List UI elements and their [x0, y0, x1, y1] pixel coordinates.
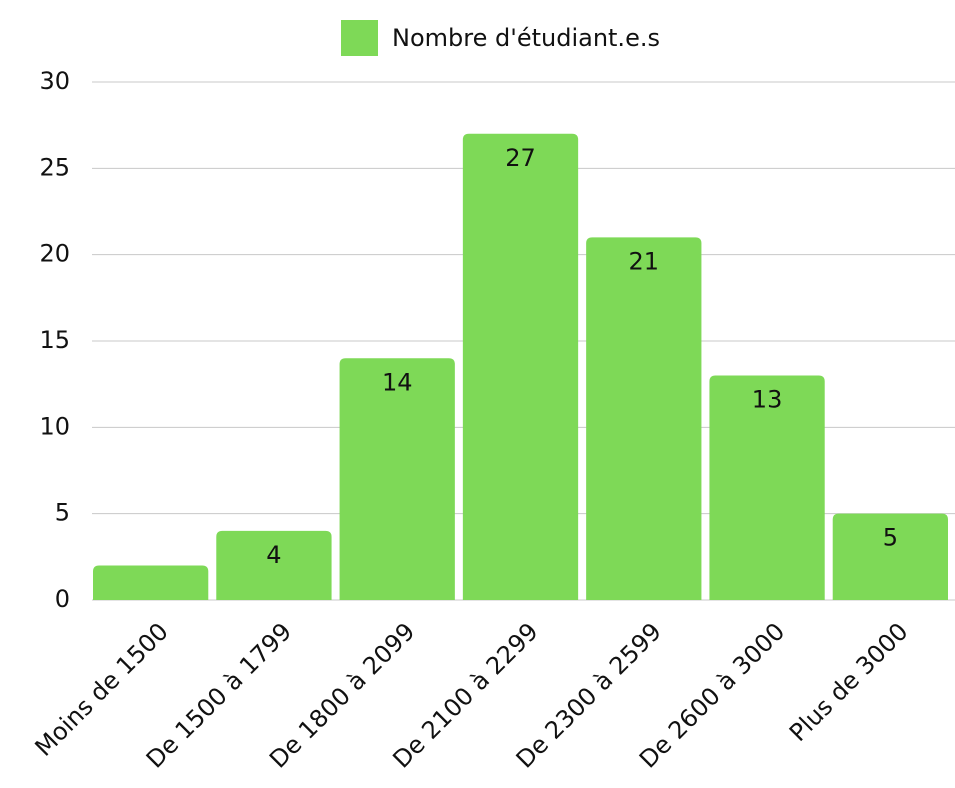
- bar: [216, 530, 332, 600]
- data-label: 13: [752, 386, 783, 414]
- legend-label: Nombre d'étudiant.e.s: [392, 24, 660, 52]
- data-label: 5: [883, 524, 898, 552]
- y-tick-label: 25: [39, 153, 70, 181]
- y-tick-label: 0: [55, 585, 70, 613]
- bar: [93, 565, 209, 600]
- bar: [832, 513, 948, 600]
- y-tick-label: 30: [39, 67, 70, 95]
- bar: [709, 375, 825, 600]
- data-label: 4: [266, 541, 281, 569]
- data-label: 14: [382, 368, 413, 396]
- bar: [586, 237, 702, 600]
- x-tick-label: Plus de 3000: [784, 617, 914, 747]
- bar: [339, 358, 455, 600]
- x-tick-label: Moins de 1500: [30, 617, 174, 761]
- y-tick-label: 10: [39, 412, 70, 440]
- bar: [462, 133, 579, 601]
- y-tick-label: 15: [39, 326, 70, 354]
- data-label: 27: [505, 144, 536, 172]
- legend-swatch: [341, 20, 378, 56]
- y-tick-label: 20: [39, 240, 70, 268]
- data-label: 21: [629, 247, 660, 275]
- y-tick-label: 5: [55, 499, 70, 527]
